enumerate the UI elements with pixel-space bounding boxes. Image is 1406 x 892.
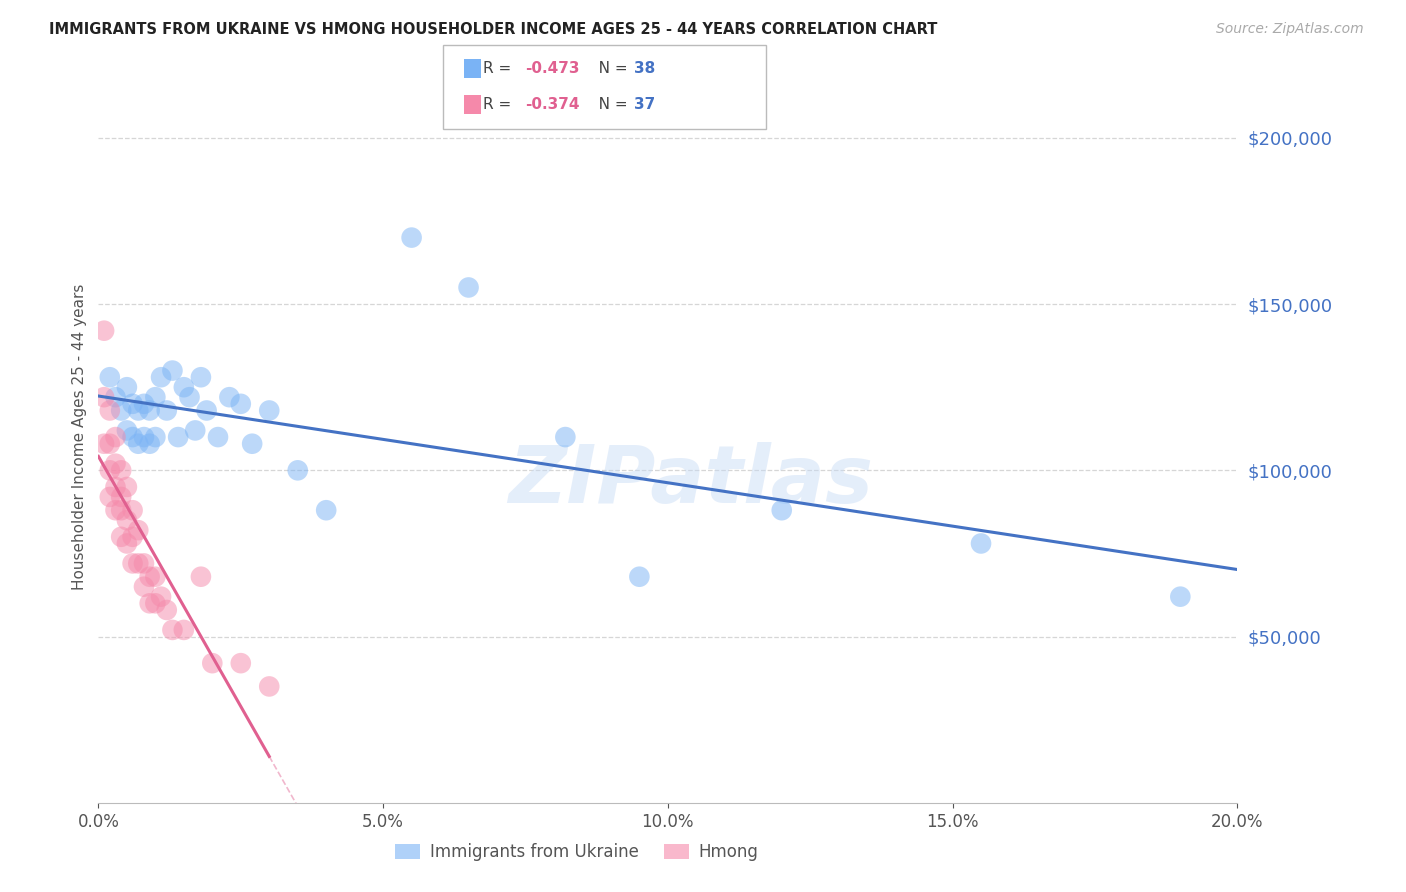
Point — [167, 430, 190, 444]
Point — [138, 403, 160, 417]
Point — [110, 503, 132, 517]
Point — [104, 480, 127, 494]
Point — [190, 370, 212, 384]
Point — [138, 570, 160, 584]
Point — [229, 656, 252, 670]
Point — [770, 503, 793, 517]
Point — [145, 390, 167, 404]
Point — [121, 503, 143, 517]
Point — [150, 370, 173, 384]
Point — [401, 230, 423, 244]
Point — [173, 623, 195, 637]
Point — [1170, 590, 1192, 604]
Point — [110, 403, 132, 417]
Point — [132, 580, 155, 594]
Point — [287, 463, 309, 477]
Point — [93, 390, 115, 404]
Point — [98, 490, 121, 504]
Point — [457, 280, 479, 294]
Point — [104, 457, 127, 471]
Point — [138, 596, 160, 610]
Point — [115, 424, 138, 438]
Text: 38: 38 — [634, 62, 655, 76]
Point — [218, 390, 240, 404]
Point — [98, 370, 121, 384]
Point — [554, 430, 576, 444]
Point — [115, 480, 138, 494]
Point — [970, 536, 993, 550]
Point — [121, 557, 143, 571]
Point — [229, 397, 252, 411]
Text: R =: R = — [482, 62, 516, 76]
Point — [190, 570, 212, 584]
Text: IMMIGRANTS FROM UKRAINE VS HMONG HOUSEHOLDER INCOME AGES 25 - 44 YEARS CORRELATI: IMMIGRANTS FROM UKRAINE VS HMONG HOUSEHO… — [49, 22, 938, 37]
Point — [110, 463, 132, 477]
Point — [138, 436, 160, 450]
Point — [201, 656, 224, 670]
Point — [259, 403, 281, 417]
Point — [93, 436, 115, 450]
Point — [127, 523, 149, 537]
Y-axis label: Householder Income Ages 25 - 44 years: Householder Income Ages 25 - 44 years — [72, 284, 87, 591]
Point — [121, 430, 143, 444]
Point — [98, 463, 121, 477]
Point — [207, 430, 229, 444]
Point — [259, 680, 281, 694]
Point — [110, 490, 132, 504]
Point — [121, 530, 143, 544]
Text: N =: N = — [583, 62, 633, 76]
Legend: Immigrants from Ukraine, Hmong: Immigrants from Ukraine, Hmong — [388, 837, 765, 868]
Text: ZIPatlas: ZIPatlas — [508, 442, 873, 520]
Point — [628, 570, 651, 584]
Point — [115, 513, 138, 527]
Point — [240, 436, 263, 450]
Point — [104, 503, 127, 517]
Point — [173, 380, 195, 394]
Point — [115, 380, 138, 394]
Point — [132, 397, 155, 411]
Point — [98, 403, 121, 417]
Point — [127, 557, 149, 571]
Point — [156, 403, 179, 417]
Point — [132, 557, 155, 571]
Point — [184, 424, 207, 438]
Point — [145, 430, 167, 444]
Point — [195, 403, 218, 417]
Point — [104, 430, 127, 444]
Text: 37: 37 — [634, 97, 655, 112]
Point — [132, 430, 155, 444]
Point — [115, 536, 138, 550]
Text: N =: N = — [583, 97, 633, 112]
Point — [162, 623, 184, 637]
Point — [93, 324, 115, 338]
Text: -0.473: -0.473 — [524, 62, 579, 76]
Text: Source: ZipAtlas.com: Source: ZipAtlas.com — [1216, 22, 1364, 37]
Point — [150, 590, 173, 604]
Point — [127, 403, 149, 417]
Point — [104, 390, 127, 404]
Point — [127, 436, 149, 450]
Point — [162, 363, 184, 377]
Text: -0.374: -0.374 — [524, 97, 579, 112]
Point — [179, 390, 201, 404]
Point — [145, 570, 167, 584]
Point — [98, 436, 121, 450]
Point — [110, 530, 132, 544]
Text: R =: R = — [482, 97, 516, 112]
Point — [121, 397, 143, 411]
Point — [145, 596, 167, 610]
Point — [156, 603, 179, 617]
Point — [315, 503, 337, 517]
